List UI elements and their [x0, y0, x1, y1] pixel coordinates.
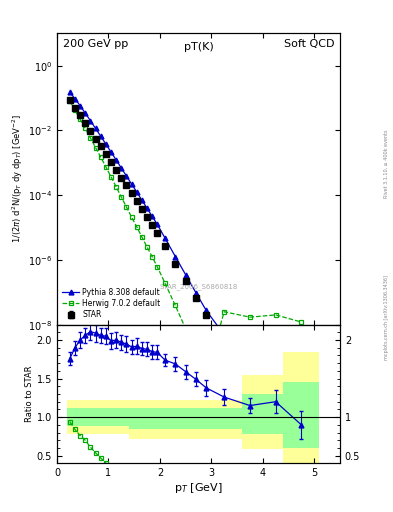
Herwig 7.0.2 default	[150, 253, 154, 260]
Pythia 8.308 default	[68, 89, 72, 95]
Pythia 8.308 default	[299, 397, 304, 403]
Pythia 8.308 default	[73, 96, 77, 102]
Y-axis label: Ratio to STAR: Ratio to STAR	[25, 366, 34, 422]
Pythia 8.308 default	[88, 118, 93, 124]
Pythia 8.308 default	[93, 125, 98, 132]
Pythia 8.308 default	[134, 189, 139, 195]
Text: STAR_2006_S6860818: STAR_2006_S6860818	[159, 283, 238, 290]
Herwig 7.0.2 default	[68, 98, 72, 104]
Pythia 8.308 default	[124, 173, 129, 179]
Text: Soft QCD: Soft QCD	[284, 39, 334, 49]
Pythia 8.308 default	[150, 213, 154, 219]
Herwig 7.0.2 default	[222, 309, 226, 315]
X-axis label: p$_T$ [GeV]: p$_T$ [GeV]	[174, 481, 223, 495]
Herwig 7.0.2 default	[145, 244, 149, 250]
Herwig 7.0.2 default	[183, 326, 188, 332]
Herwig 7.0.2 default	[103, 164, 108, 170]
Pythia 8.308 default	[183, 271, 188, 278]
Pythia 8.308 default	[248, 358, 252, 364]
Text: mcplots.cern.ch [arXiv:1306.3436]: mcplots.cern.ch [arXiv:1306.3436]	[384, 275, 389, 360]
Pythia 8.308 default	[173, 253, 178, 260]
Herwig 7.0.2 default	[83, 125, 88, 132]
Herwig 7.0.2 default	[173, 303, 178, 309]
Pythia 8.308 default	[108, 149, 113, 155]
Herwig 7.0.2 default	[248, 314, 252, 320]
Pythia 8.308 default	[155, 221, 160, 227]
Herwig 7.0.2 default	[93, 144, 98, 151]
Pythia 8.308 default	[78, 102, 83, 109]
Line: Herwig 7.0.2 default: Herwig 7.0.2 default	[68, 99, 304, 377]
Herwig 7.0.2 default	[114, 184, 119, 190]
Herwig 7.0.2 default	[119, 194, 124, 200]
Pythia 8.308 default	[119, 165, 124, 171]
Pythia 8.308 default	[103, 141, 108, 147]
Pythia 8.308 default	[193, 290, 198, 296]
Herwig 7.0.2 default	[88, 135, 93, 141]
Pythia 8.308 default	[222, 332, 226, 338]
Herwig 7.0.2 default	[163, 280, 167, 286]
Herwig 7.0.2 default	[98, 154, 103, 160]
Herwig 7.0.2 default	[108, 174, 113, 180]
Herwig 7.0.2 default	[299, 319, 304, 325]
Herwig 7.0.2 default	[140, 234, 144, 240]
Pythia 8.308 default	[98, 133, 103, 139]
Line: Pythia 8.308 default: Pythia 8.308 default	[68, 90, 304, 403]
Y-axis label: 1/(2$\pi$) d$^2$N/(p$_T$ dy dp$_T$) [GeV$^{-2}$]: 1/(2$\pi$) d$^2$N/(p$_T$ dy dp$_T$) [GeV…	[11, 115, 25, 243]
Text: pT(K): pT(K)	[184, 42, 213, 52]
Pythia 8.308 default	[140, 197, 144, 203]
Pythia 8.308 default	[129, 181, 134, 187]
Legend: Pythia 8.308 default, Herwig 7.0.2 default, STAR: Pythia 8.308 default, Herwig 7.0.2 defau…	[61, 286, 162, 321]
Herwig 7.0.2 default	[193, 349, 198, 355]
Herwig 7.0.2 default	[78, 116, 83, 122]
Pythia 8.308 default	[83, 110, 88, 116]
Pythia 8.308 default	[145, 205, 149, 211]
Herwig 7.0.2 default	[204, 372, 209, 378]
Pythia 8.308 default	[163, 235, 167, 241]
Herwig 7.0.2 default	[155, 264, 160, 270]
Pythia 8.308 default	[204, 307, 209, 313]
Herwig 7.0.2 default	[273, 312, 278, 318]
Text: 200 GeV pp: 200 GeV pp	[62, 39, 128, 49]
Pythia 8.308 default	[114, 157, 119, 163]
Herwig 7.0.2 default	[129, 214, 134, 220]
Pythia 8.308 default	[273, 378, 278, 384]
Herwig 7.0.2 default	[134, 224, 139, 230]
Herwig 7.0.2 default	[124, 204, 129, 210]
Text: Rivet 3.1.10, ≥ 400k events: Rivet 3.1.10, ≥ 400k events	[384, 130, 389, 198]
Herwig 7.0.2 default	[73, 107, 77, 113]
